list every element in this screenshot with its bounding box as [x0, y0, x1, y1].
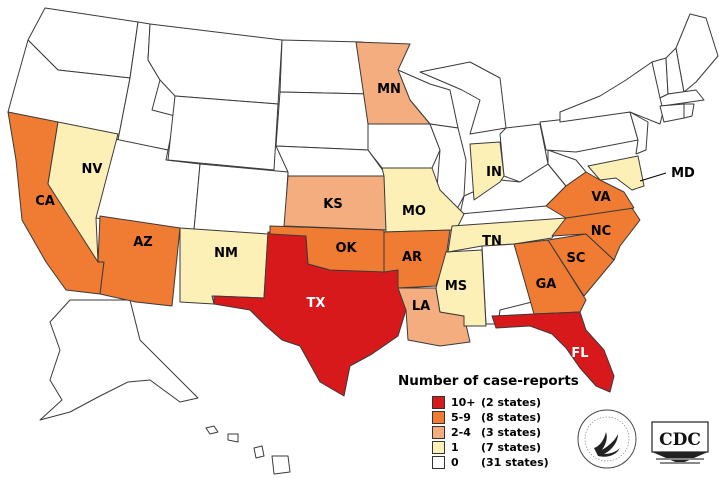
legend-range: 10+ — [451, 396, 476, 409]
state-ma — [659, 89, 705, 107]
label-in: IN — [486, 165, 502, 180]
state-in — [469, 141, 505, 201]
legend-count: (8 states) — [481, 411, 542, 424]
state-ny — [559, 61, 667, 125]
state-nv — [47, 121, 119, 263]
state-ak — [39, 299, 199, 421]
label-va: VA — [591, 190, 610, 205]
legend-count: (2 states) — [481, 396, 542, 409]
state-va — [545, 171, 635, 219]
state-mi — [419, 61, 507, 135]
legend-range: 1 — [451, 441, 459, 454]
state-ia — [367, 123, 441, 169]
legend-item: 1 (7 states) — [432, 440, 578, 455]
state-mo — [381, 167, 465, 233]
state-mt — [147, 23, 283, 105]
label-fl: FL — [571, 346, 588, 361]
state-hi — [205, 425, 291, 475]
legend-item: 0 (31 states) — [432, 455, 578, 470]
legend-range: 0 — [451, 456, 459, 469]
legend-item: 2-4 (3 states) — [432, 425, 578, 440]
legend-item: 5-9 (8 states) — [432, 410, 578, 425]
state-nj — [629, 111, 649, 155]
label-az: AZ — [133, 235, 153, 250]
label-mo: MO — [402, 204, 426, 219]
state-me — [675, 13, 719, 93]
hhs-eagle-icon — [577, 409, 637, 469]
label-md: MD — [671, 166, 695, 181]
state-ri — [683, 103, 695, 119]
state-wy — [167, 95, 279, 171]
legend-swatch — [432, 411, 445, 424]
legend-swatch — [432, 441, 445, 454]
state-ar — [383, 229, 451, 289]
label-ok: OK — [335, 241, 357, 256]
legend-count: (3 states) — [481, 426, 542, 439]
label-mn: MN — [377, 82, 401, 97]
label-nc: NC — [591, 224, 611, 239]
label-ar: AR — [402, 250, 422, 265]
legend-swatch — [432, 426, 445, 439]
cdc-logo-text: CDC — [659, 430, 701, 450]
state-mn — [355, 41, 431, 125]
label-ks: KS — [323, 197, 342, 212]
legend-range: 5-9 — [451, 411, 471, 424]
state-md — [587, 155, 645, 191]
legend-swatch — [432, 396, 445, 409]
legend: Number of case-reports 10+ (2 states) 5-… — [398, 373, 579, 470]
state-co — [193, 163, 289, 237]
label-la: LA — [412, 299, 430, 314]
legend-count: (31 states) — [481, 456, 549, 469]
legend-count: (7 states) — [481, 441, 542, 454]
legend-item: 10+ (2 states) — [432, 395, 578, 410]
label-ms: MS — [445, 279, 467, 294]
label-tn: TN — [482, 234, 502, 249]
legend-title: Number of case-reports — [398, 373, 579, 389]
zero-report-states — [7, 7, 719, 475]
label-tx: TX — [307, 296, 326, 311]
md-leader-line — [639, 172, 667, 182]
legend-range: 2-4 — [451, 426, 471, 439]
state-fl — [491, 311, 615, 393]
state-ct — [659, 103, 685, 123]
state-ga — [513, 239, 587, 315]
label-ca: CA — [35, 194, 55, 209]
state-nm — [179, 227, 269, 305]
label-sc: SC — [567, 251, 586, 266]
legend-swatch — [432, 456, 445, 469]
state-az — [97, 215, 181, 307]
label-ga: GA — [536, 277, 557, 292]
label-nm: NM — [214, 246, 238, 261]
state-ms — [435, 249, 487, 327]
label-nv: NV — [82, 162, 103, 177]
cdc-logo: CDC — [651, 421, 709, 464]
state-sd — [275, 91, 371, 151]
